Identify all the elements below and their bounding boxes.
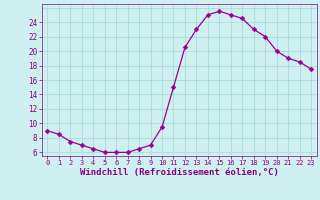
X-axis label: Windchill (Refroidissement éolien,°C): Windchill (Refroidissement éolien,°C) bbox=[80, 168, 279, 177]
